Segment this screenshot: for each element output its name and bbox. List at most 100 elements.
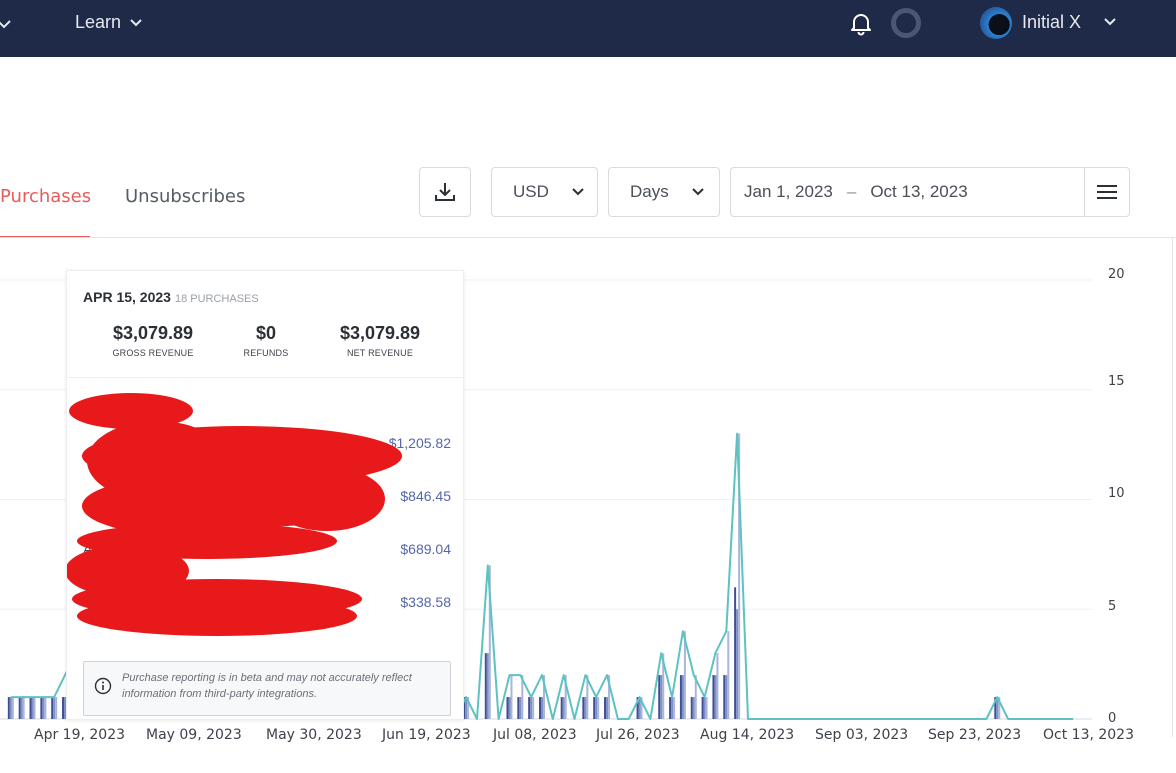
chart-bar[interactable] xyxy=(506,697,509,719)
chart-bar[interactable] xyxy=(712,675,715,719)
chart-bar[interactable] xyxy=(51,697,54,719)
chart-bar[interactable] xyxy=(714,675,717,719)
chart-bar[interactable] xyxy=(463,697,466,719)
chart-bar[interactable] xyxy=(725,675,728,719)
chart-bar[interactable] xyxy=(994,697,997,719)
currency-select[interactable]: USD xyxy=(491,167,598,217)
chart-bar[interactable] xyxy=(62,697,65,719)
chart-bar[interactable] xyxy=(33,697,36,719)
chart-bar[interactable] xyxy=(510,675,513,719)
chart-bar[interactable] xyxy=(530,697,533,719)
chart-bar[interactable] xyxy=(486,653,489,719)
chart-bar[interactable] xyxy=(488,565,491,719)
chart-bar[interactable] xyxy=(595,697,598,719)
chart-bar[interactable] xyxy=(562,697,565,719)
chart-bar[interactable] xyxy=(584,697,587,719)
chart-bar[interactable] xyxy=(560,697,563,719)
bell-icon[interactable] xyxy=(848,10,874,36)
chart-bar[interactable] xyxy=(42,697,45,719)
chart-bar[interactable] xyxy=(604,697,607,719)
chart-bar[interactable] xyxy=(597,697,600,719)
chart-bar[interactable] xyxy=(528,697,531,719)
chart-bar[interactable] xyxy=(705,697,708,719)
chart-bar[interactable] xyxy=(22,697,25,719)
chart-bar[interactable] xyxy=(539,697,541,719)
chart-bar[interactable] xyxy=(727,631,730,719)
chart-bar[interactable] xyxy=(608,675,611,719)
chart-bar[interactable] xyxy=(53,697,56,719)
chart-bar[interactable] xyxy=(55,697,58,719)
chart-bar[interactable] xyxy=(701,697,704,719)
chart-bar[interactable] xyxy=(521,675,524,719)
chart-bar[interactable] xyxy=(681,675,684,719)
chart-bar[interactable] xyxy=(20,697,23,719)
chart-bar[interactable] xyxy=(640,697,643,719)
chart-bar[interactable] xyxy=(673,697,676,719)
chevron-down-icon[interactable] xyxy=(1102,14,1118,30)
chart-bar[interactable] xyxy=(662,653,665,719)
divider xyxy=(0,237,1176,238)
chart-bar[interactable] xyxy=(738,433,741,719)
chart-bar[interactable] xyxy=(40,697,43,719)
hamburger-icon xyxy=(1097,185,1117,199)
chart-bar[interactable] xyxy=(541,697,543,719)
chart-bar[interactable] xyxy=(679,675,682,719)
granularity-select[interactable]: Days xyxy=(608,167,720,217)
chart-bar[interactable] xyxy=(638,697,641,719)
chart-bar[interactable] xyxy=(669,697,672,719)
chart-bar[interactable] xyxy=(31,697,34,719)
chart-bar[interactable] xyxy=(582,697,585,719)
chart-bar[interactable] xyxy=(723,675,726,719)
chart-bar[interactable] xyxy=(564,675,567,719)
chart-bar[interactable] xyxy=(716,653,719,719)
chart-bar[interactable] xyxy=(996,697,999,719)
date-range-menu-button[interactable] xyxy=(1084,168,1129,216)
chart-bar[interactable] xyxy=(467,697,470,719)
currency-value: USD xyxy=(513,182,549,201)
chart-bar[interactable] xyxy=(734,587,737,719)
y-tick-label: 20 xyxy=(1108,267,1125,282)
chart-bar[interactable] xyxy=(660,675,663,719)
chart-bar[interactable] xyxy=(736,609,739,719)
chart-bar[interactable] xyxy=(998,697,1001,719)
chart-bar[interactable] xyxy=(465,697,468,719)
chart-bar[interactable] xyxy=(658,675,661,719)
date-start[interactable]: Jan 1, 2023 xyxy=(744,182,833,201)
chart-bar[interactable] xyxy=(636,697,639,719)
chart-bar[interactable] xyxy=(703,697,706,719)
date-end[interactable]: Oct 13, 2023 xyxy=(870,182,968,201)
chart-bar[interactable] xyxy=(694,675,697,719)
chart-bar[interactable] xyxy=(18,697,21,719)
avatar[interactable] xyxy=(980,7,1012,39)
chart-bar[interactable] xyxy=(671,697,674,719)
chart-bar[interactable] xyxy=(11,697,14,719)
chevron-down-icon[interactable] xyxy=(0,14,14,34)
refunds-label: REFUNDS xyxy=(243,348,289,358)
chart-bar[interactable] xyxy=(9,697,12,719)
date-range-picker[interactable]: Jan 1, 2023 – Oct 13, 2023 xyxy=(730,167,1130,217)
chart-bar[interactable] xyxy=(484,653,487,719)
chart-bar[interactable] xyxy=(517,697,520,719)
tab-unsubscribes[interactable]: Unsubscribes xyxy=(125,186,246,207)
chart-bar[interactable] xyxy=(519,697,522,719)
chart-bar[interactable] xyxy=(44,697,47,719)
chevron-down-icon xyxy=(130,18,142,26)
refunds-value: $0 xyxy=(255,323,277,343)
chart-bar[interactable] xyxy=(29,697,32,719)
chart-bar[interactable] xyxy=(532,697,535,719)
chart-bar[interactable] xyxy=(593,697,596,719)
chart-bar[interactable] xyxy=(508,697,511,719)
tab-purchases[interactable]: Purchases xyxy=(0,186,92,207)
chart-bar[interactable] xyxy=(586,675,589,719)
download-button[interactable] xyxy=(419,167,471,217)
chart-bar[interactable] xyxy=(606,697,609,719)
chart-bar[interactable] xyxy=(683,631,686,719)
user-name[interactable]: Initial X xyxy=(1022,12,1082,32)
chart-bar[interactable] xyxy=(543,675,545,719)
chart-bar[interactable] xyxy=(692,697,695,719)
learn-menu[interactable]: Learn xyxy=(75,12,143,33)
granularity-value: Days xyxy=(630,182,669,201)
chart-bar[interactable] xyxy=(690,697,693,719)
chart-bar[interactable] xyxy=(64,697,67,719)
chart-bar[interactable] xyxy=(7,697,10,719)
